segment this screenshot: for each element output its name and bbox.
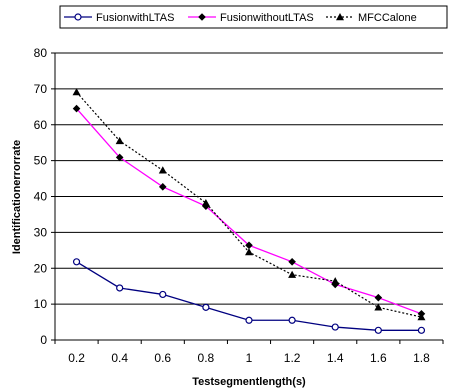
legend-marker-2 <box>336 13 344 21</box>
grid <box>55 52 443 305</box>
y-tick-label-70: 70 <box>34 82 48 96</box>
legend-label-2: MFCCalone <box>358 12 417 24</box>
legend: FusionwithLTAS FusionwithoutLTAS MFCCalone <box>59 5 448 29</box>
y-tick-label-30: 30 <box>34 225 48 239</box>
data-point-s2-0 <box>72 88 81 96</box>
x-tick-label-3: 0.8 <box>198 351 215 365</box>
y-tick-labels: 0 10 20 30 40 50 60 70 80 <box>34 46 48 347</box>
x-tick-label-7: 1.6 <box>370 351 387 365</box>
x-tick-labels: 0.2 0.4 0.6 0.8 1 1.2 1.4 1.6 1.8 <box>68 351 430 365</box>
data-point-s0-7 <box>374 326 382 334</box>
y-tick-label-0: 0 <box>40 333 47 347</box>
data-point-s1-5 <box>288 257 296 266</box>
y-tick-label-20: 20 <box>34 261 48 275</box>
legend-box <box>59 5 448 29</box>
data-point-s0-1 <box>116 284 124 292</box>
data-point-s0-5 <box>288 316 296 324</box>
data-point-s2-8 <box>417 313 426 321</box>
x-tick-label-0: 0.2 <box>68 351 85 365</box>
x-axis-title: Testsegmentlength(s) <box>192 376 306 388</box>
y-tick-label-10: 10 <box>34 297 48 311</box>
data-point-s2-3 <box>201 198 210 207</box>
data-point-s1-4 <box>245 241 253 250</box>
x-tick-label-8: 1.8 <box>413 351 430 365</box>
data-point-s0-6 <box>331 323 339 331</box>
data-point-s0-0 <box>72 258 81 266</box>
x-tick-label-6: 1.4 <box>327 351 344 365</box>
series-line-2 <box>76 91 422 318</box>
y-tick-label-40: 40 <box>34 190 48 204</box>
y-tick-label-60: 60 <box>34 118 48 132</box>
data-point-s2-2 <box>158 166 167 174</box>
data-point-s0-8 <box>417 326 426 334</box>
x-tick-label-4: 1 <box>246 351 253 365</box>
data-point-s2-7 <box>374 303 383 311</box>
x-tick-label-5: 1.2 <box>284 351 301 365</box>
x-tick-label-1: 0.4 <box>111 351 128 365</box>
y-axis-title: Identificationerrorrate <box>11 140 23 254</box>
legend-label-0: FusionwithLTAS <box>96 12 174 24</box>
series-line-1 <box>76 108 422 315</box>
legend-marker-1 <box>198 13 206 21</box>
data-point-s2-6 <box>331 277 340 285</box>
data-point-s1-2 <box>158 183 167 191</box>
data-point-s0-3 <box>202 303 210 311</box>
data-point-s0-4 <box>245 316 253 324</box>
y-tick-label-80: 80 <box>34 46 48 60</box>
data-point-s0-2 <box>159 290 167 299</box>
axes <box>51 52 444 344</box>
data-point-s2-1 <box>115 136 124 145</box>
data-point-s1-0 <box>72 104 81 113</box>
data-point-s1-7 <box>374 293 383 302</box>
legend-label-1: FusionwithoutLTAS <box>220 12 314 24</box>
data-point-s2-5 <box>288 270 297 278</box>
data-point-s2-4 <box>245 248 253 256</box>
data-point-s1-1 <box>115 153 124 162</box>
series-group <box>72 88 426 334</box>
y-tick-label-50: 50 <box>34 154 48 168</box>
x-tick-label-2: 0.6 <box>154 351 171 365</box>
legend-marker-0 <box>74 13 82 21</box>
